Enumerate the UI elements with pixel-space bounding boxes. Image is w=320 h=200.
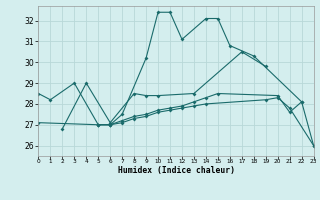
X-axis label: Humidex (Indice chaleur): Humidex (Indice chaleur) [117, 166, 235, 175]
